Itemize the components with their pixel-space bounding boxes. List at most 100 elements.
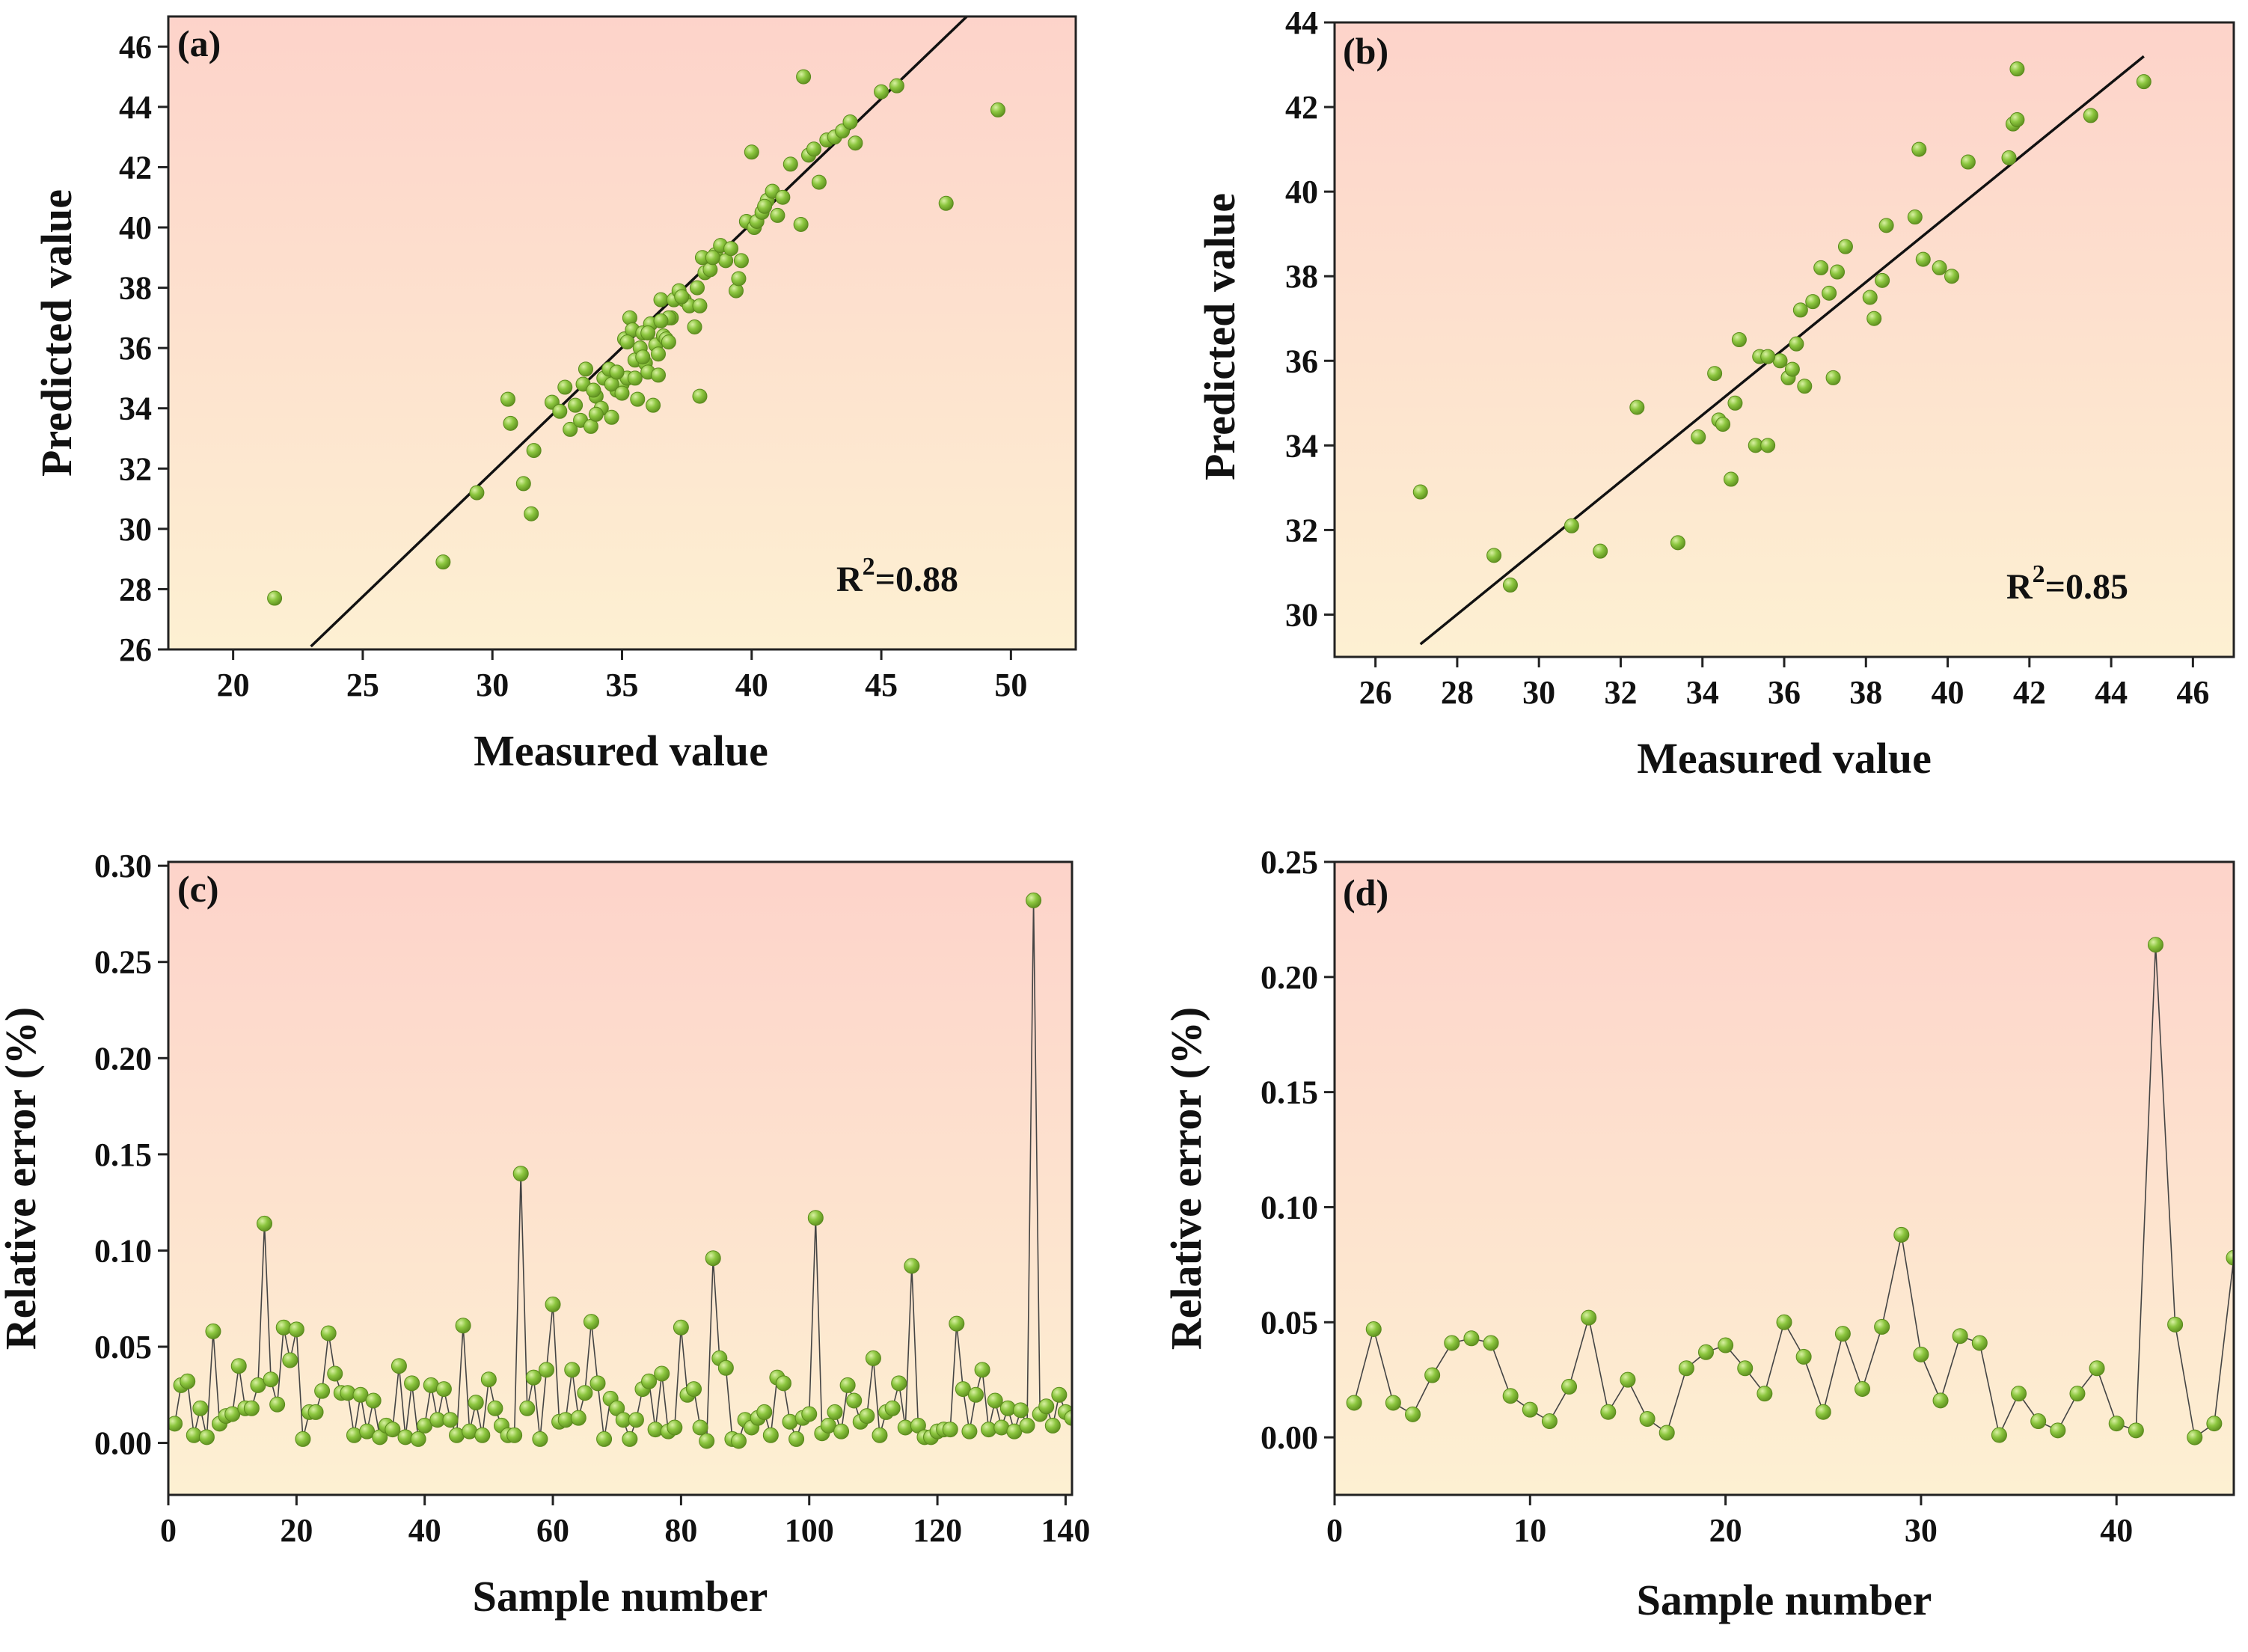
data-point [807,1210,824,1226]
data-point [1718,1337,1734,1353]
data-point [503,415,518,431]
error-series-line [1353,944,2234,1439]
data-point [1971,1335,1988,1351]
data-point [1789,336,1804,352]
chart-panel-a: 20 25 30 35 40 45 50 26 28 30 32 34 36 38 40 42 44 46 (a) M… [32,15,1077,775]
data-point [2147,937,2163,953]
data-point [1915,251,1931,267]
data-point [288,1321,304,1338]
data-point [1834,1326,1851,1342]
y-tick-label: 0.05 [94,1329,152,1365]
r-squared-superscript: 2 [2033,560,2045,588]
x-tick-label: 10 [1513,1512,1546,1549]
data-point [435,554,451,570]
r-squared-base: R [2006,567,2033,607]
y-tick-label: 0.00 [1261,1419,1318,1456]
data-point [646,397,661,413]
data-point [1620,1371,1636,1388]
data-point [1385,1395,1401,1411]
data-point [267,590,283,606]
data-point [1424,1367,1441,1383]
data-point [692,388,708,404]
x-tick-label: 20 [1709,1512,1742,1549]
data-point [955,1381,971,1398]
plot-background [1335,862,2234,1495]
data-point [205,1323,221,1339]
data-point [961,1423,978,1440]
x-tick-label: 20 [217,667,250,703]
data-point [1825,370,1841,385]
y-tick-label: 46 [119,28,152,65]
data-point [168,1416,183,1432]
data-point [904,1258,920,1274]
data-point [269,1396,286,1413]
y-tick-label: 30 [119,511,152,548]
data-point [627,370,643,386]
data-point [654,1365,670,1382]
x-tick-label: 140 [1041,1512,1090,1549]
data-point [619,334,635,350]
data-point [865,1350,881,1366]
data-point [974,1362,990,1378]
x-tick-label: 26 [1359,674,1392,711]
x-tick-label: 40 [408,1512,441,1549]
plot-frame [1333,860,2235,1496]
data-point [1044,1417,1061,1434]
y-tick-label: 38 [1285,258,1318,295]
data-point [1486,548,1502,563]
data-point [1952,1328,1968,1344]
y-tick-label: 0.20 [94,1040,152,1077]
data-point [705,1250,721,1267]
data-point [314,1383,331,1399]
x-tick-label: 45 [865,667,898,703]
x-tick-label: 30 [1905,1512,1938,1549]
data-point [842,114,858,129]
data-point [506,1427,523,1443]
data-point [1757,1386,1773,1402]
data-point [827,1404,843,1420]
data-point [699,1433,715,1449]
data-point [1502,577,1518,593]
data-point [1412,484,1428,500]
r-squared-superscript: 2 [863,553,875,581]
data-point [891,1375,907,1392]
data-point [1932,1392,1949,1409]
data-point [596,1431,613,1447]
x-tick-label: 42 [2013,674,2046,711]
data-point [250,1377,266,1393]
data-point [1346,1395,1362,1411]
data-point [1874,1318,1890,1335]
data-point [1463,1330,1480,1347]
x-tick-label: 60 [536,1512,569,1549]
x-tick-label: 50 [994,667,1027,703]
data-point [949,1315,965,1332]
data-point [1581,1309,1597,1326]
data-point [744,144,759,160]
data-point [230,1358,247,1374]
data-point [538,1362,554,1378]
x-tick-label: 36 [1768,674,1801,711]
y-tick-label: 32 [119,450,152,487]
data-point [782,156,798,172]
data-point [705,250,720,266]
data-point [884,1400,901,1416]
data-point [2011,1386,2027,1402]
x-tick-label: 40 [2100,1512,2133,1549]
data-point [1502,1388,1519,1404]
data-point [614,385,630,401]
data-point [1561,1378,1578,1395]
data-point [1830,264,1846,280]
data-point [2001,150,2017,165]
data-point [515,476,531,492]
data-point [243,1400,260,1416]
data-point [1911,141,1927,157]
data-point [1522,1401,1538,1418]
data-point [731,271,747,287]
data-point [938,195,954,211]
data-point [1593,543,1608,559]
x-axis-title: Sample number [1637,1576,1932,1624]
data-point [1659,1425,1675,1441]
data-point [224,1406,241,1422]
data-point [1697,1344,1714,1360]
x-tick-label: 25 [346,667,379,703]
